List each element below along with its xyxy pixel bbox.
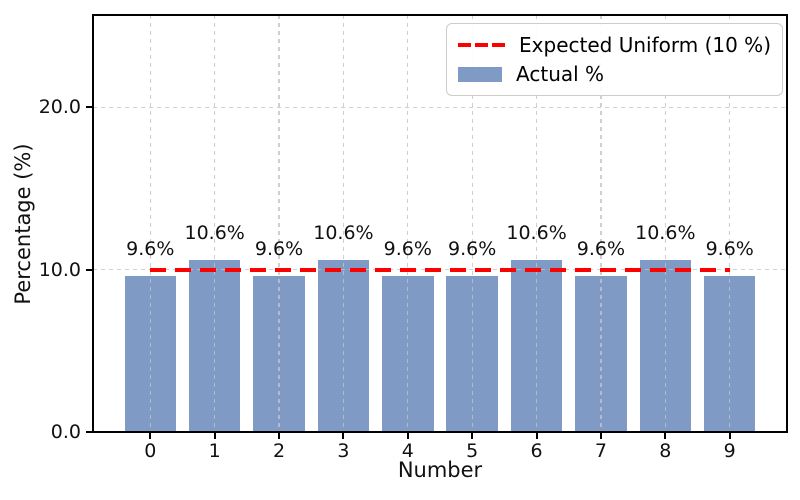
y-tick-mark <box>86 106 93 109</box>
vertical-gridline <box>664 15 666 432</box>
x-tick-label: 6 <box>530 440 543 462</box>
bar-value-label: 10.6% <box>313 222 374 245</box>
x-tick-label: 2 <box>273 440 286 462</box>
bar-value-label: 10.6% <box>635 222 696 245</box>
x-tick-mark <box>728 432 731 439</box>
bar-value-label: 10.6% <box>184 222 245 245</box>
bar-value-label: 9.6% <box>126 238 175 261</box>
x-tick-label: 4 <box>401 440 414 462</box>
x-tick-mark <box>535 432 538 439</box>
vertical-gridline <box>342 15 345 432</box>
vertical-gridline <box>471 15 473 432</box>
bar-value-label: 9.6% <box>448 238 497 261</box>
x-tick-label: 0 <box>144 440 157 462</box>
x-tick-mark <box>342 432 345 439</box>
x-tick-mark <box>406 432 409 439</box>
bar-value-label: 9.6% <box>576 238 626 261</box>
expected-uniform-line <box>150 267 730 272</box>
plot-area: Expected Uniform (10 %) Actual % 9.6% 10.… <box>39 14 788 462</box>
bar-value-label: 9.6% <box>705 238 754 261</box>
legend-item-expected: Expected Uniform (10 %) <box>458 32 771 58</box>
y-tick-mark <box>86 268 93 271</box>
x-axis-label: Number <box>397 458 483 482</box>
vertical-gridline <box>278 15 280 432</box>
legend-dashed-line-swatch <box>458 43 506 47</box>
y-tick-mark <box>86 431 93 433</box>
x-tick-label: 7 <box>594 440 607 462</box>
y-tick-label: 10.0 <box>38 258 81 281</box>
legend-item-actual: Actual % <box>458 61 771 87</box>
legend-label-actual: Actual % <box>516 62 605 86</box>
x-tick-mark <box>278 432 281 439</box>
x-tick-mark <box>213 432 216 439</box>
legend-label-expected: Expected Uniform (10 %) <box>519 33 771 57</box>
bar-value-label: 9.6% <box>254 238 304 261</box>
horizontal-gridline <box>93 106 787 109</box>
x-tick-mark <box>599 432 602 439</box>
y-axis-label: Percentage (%) <box>11 143 35 305</box>
x-tick-label: 5 <box>466 440 479 462</box>
x-tick-mark <box>471 432 474 439</box>
bar-value-label: 9.6% <box>383 238 432 261</box>
vertical-gridline <box>407 15 409 432</box>
y-tick-label: 20.0 <box>38 96 81 119</box>
vertical-gridline <box>535 15 538 432</box>
vertical-gridline <box>149 15 151 432</box>
x-tick-label: 1 <box>208 440 221 462</box>
bar-value-label: 10.6% <box>506 222 567 245</box>
x-tick-label: 3 <box>337 440 350 462</box>
y-tick-label: 0.0 <box>50 421 81 443</box>
x-tick-mark <box>149 432 152 439</box>
legend-bar-swatch <box>458 66 503 82</box>
x-tick-label: 9 <box>723 440 736 462</box>
vertical-gridline <box>600 15 602 432</box>
x-tick-mark <box>664 432 667 439</box>
legend: Expected Uniform (10 %) Actual % <box>446 23 783 96</box>
vertical-gridline <box>729 15 731 432</box>
x-tick-label: 8 <box>659 440 672 462</box>
vertical-gridline <box>214 15 216 432</box>
